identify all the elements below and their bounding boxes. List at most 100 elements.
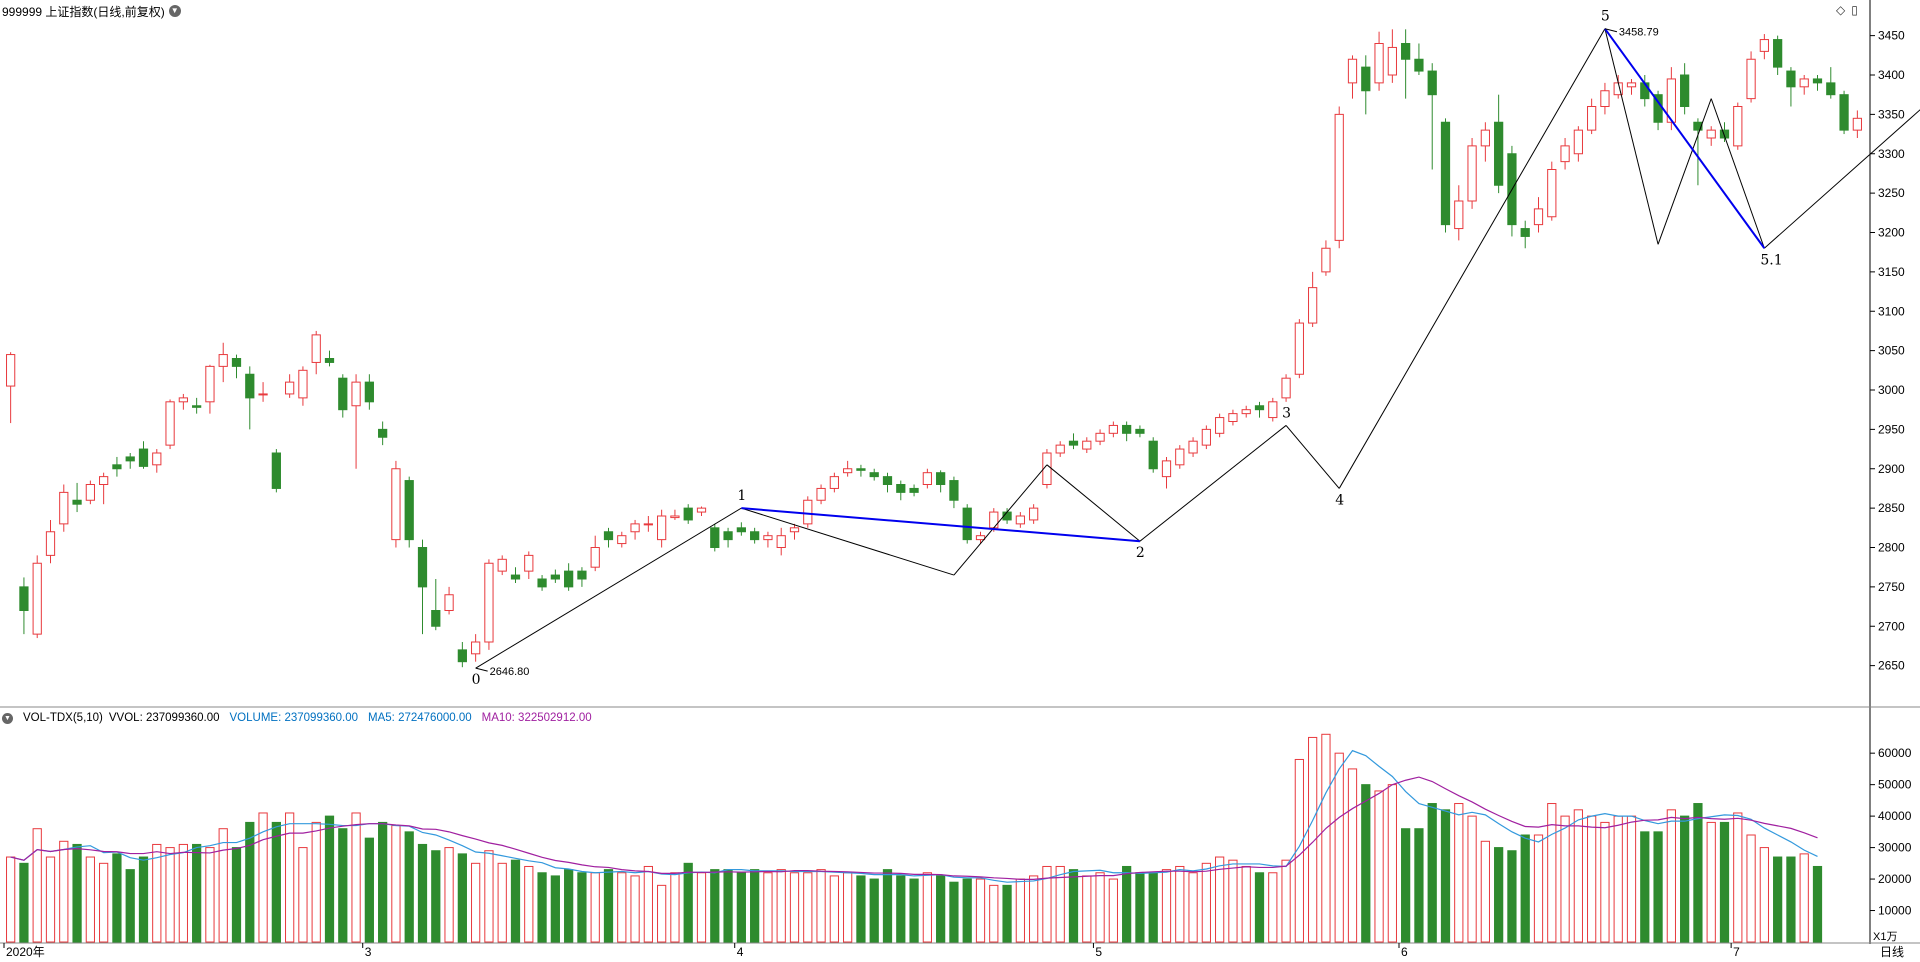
panel-toggle-icon[interactable]: ▯	[1851, 3, 1858, 17]
price-tick-label: 2750	[1878, 580, 1905, 594]
volume-bar	[1587, 815, 1597, 943]
candle-body	[1626, 82, 1637, 88]
candle-body	[1693, 121, 1703, 131]
volume-bar	[351, 812, 361, 943]
volume-bar	[311, 821, 321, 943]
wave-segment	[1604, 28, 1659, 245]
wave-segment	[1764, 109, 1920, 249]
candle-body	[444, 594, 454, 611]
volume-ma10-line	[10, 776, 1818, 880]
candle-body	[338, 377, 348, 411]
volume-bar	[1680, 815, 1690, 943]
volume-bar	[803, 872, 813, 943]
wave-point-label: 4	[1335, 492, 1344, 508]
volume-bar	[178, 843, 188, 943]
volume-bar	[736, 872, 746, 943]
period-label: 日线	[1880, 945, 1904, 959]
candle-body	[1374, 43, 1384, 84]
candle-body	[696, 507, 707, 513]
volume-bar	[32, 828, 42, 943]
candle-body	[524, 554, 534, 572]
price-tick-label: 3000	[1878, 383, 1905, 397]
price-tick-label: 3400	[1878, 68, 1905, 82]
volume-bar	[1666, 809, 1676, 943]
candle-body	[484, 562, 494, 643]
candle-body	[989, 511, 999, 529]
candle-body	[457, 649, 467, 663]
volume-bar	[1401, 828, 1411, 943]
volume-bar	[1719, 821, 1730, 943]
volume-bar	[1281, 859, 1291, 943]
diamond-icon[interactable]: ◇	[1836, 3, 1846, 17]
volume-bar	[909, 878, 919, 943]
candle-body	[231, 358, 242, 367]
volume-bar	[723, 869, 733, 943]
volume-bar	[670, 872, 680, 943]
candle-body	[1812, 78, 1823, 84]
volume-bar	[192, 843, 202, 943]
time-tick-label: 5	[1095, 945, 1102, 959]
volume-dropdown-icon[interactable]: ▼	[2, 712, 13, 724]
volume-bar	[1533, 834, 1544, 943]
candle-body	[1427, 70, 1437, 96]
candle-body	[1733, 106, 1743, 147]
candle-body	[1494, 121, 1504, 186]
candle-body	[59, 491, 69, 525]
candle-body	[603, 531, 614, 541]
volume-bar	[218, 828, 228, 943]
wave-segment	[1657, 98, 1712, 245]
volume-bar	[776, 869, 786, 943]
volume-bar	[1241, 865, 1251, 943]
volume-bar	[59, 840, 69, 943]
volume-bar	[643, 865, 653, 943]
extreme-value-label: 2646.80	[490, 666, 530, 678]
candle-body	[1533, 208, 1544, 226]
candle-body	[763, 535, 773, 541]
volume-bar	[1334, 752, 1344, 943]
candle-body	[1029, 507, 1039, 521]
volume-bar	[258, 812, 268, 943]
candle-body	[378, 428, 388, 438]
candle-body	[1334, 113, 1344, 241]
wave-highlight-segment	[1604, 28, 1766, 249]
volume-bar	[789, 872, 800, 943]
wave-segment	[1710, 98, 1765, 249]
candle-body	[843, 468, 853, 474]
candle-body	[510, 574, 521, 580]
candle-body	[882, 476, 893, 485]
candle-body	[1268, 401, 1278, 419]
candle-body	[630, 523, 640, 533]
volume-bar	[6, 856, 16, 943]
price-tick-label: 3300	[1878, 147, 1905, 161]
candle-body	[1520, 228, 1530, 237]
volume-bar	[763, 872, 773, 943]
candle-body	[896, 484, 906, 493]
volume-bar	[1068, 869, 1079, 943]
price-tick-label: 2800	[1878, 541, 1905, 555]
candle-body	[471, 641, 481, 655]
volume-bar	[338, 828, 348, 943]
candle-body	[1108, 424, 1118, 434]
volume-bar	[378, 821, 388, 943]
volume-bar	[1440, 809, 1451, 943]
price-tick-label: 2950	[1878, 422, 1905, 436]
candle-body	[1706, 129, 1716, 139]
volume-bar	[657, 884, 667, 943]
candle-body	[1254, 405, 1265, 411]
price-tick-label: 3250	[1878, 186, 1905, 200]
volume-bar	[125, 869, 135, 943]
candle-body	[776, 535, 786, 548]
time-tick-label: 3	[365, 945, 372, 959]
candle-body	[192, 405, 202, 408]
candle-body	[152, 452, 162, 466]
wave-point-label: 5.1	[1760, 252, 1782, 268]
chevron-down-icon[interactable]: ▼	[168, 5, 181, 17]
candle-body	[364, 381, 374, 403]
volume-bar	[1055, 865, 1065, 943]
candle-body	[298, 369, 308, 399]
candle-body	[1587, 106, 1597, 131]
volume-bar	[138, 856, 149, 943]
volume-bar	[1414, 828, 1424, 943]
chart-title: 999999 上证指数(日线,前复权)	[2, 4, 165, 19]
